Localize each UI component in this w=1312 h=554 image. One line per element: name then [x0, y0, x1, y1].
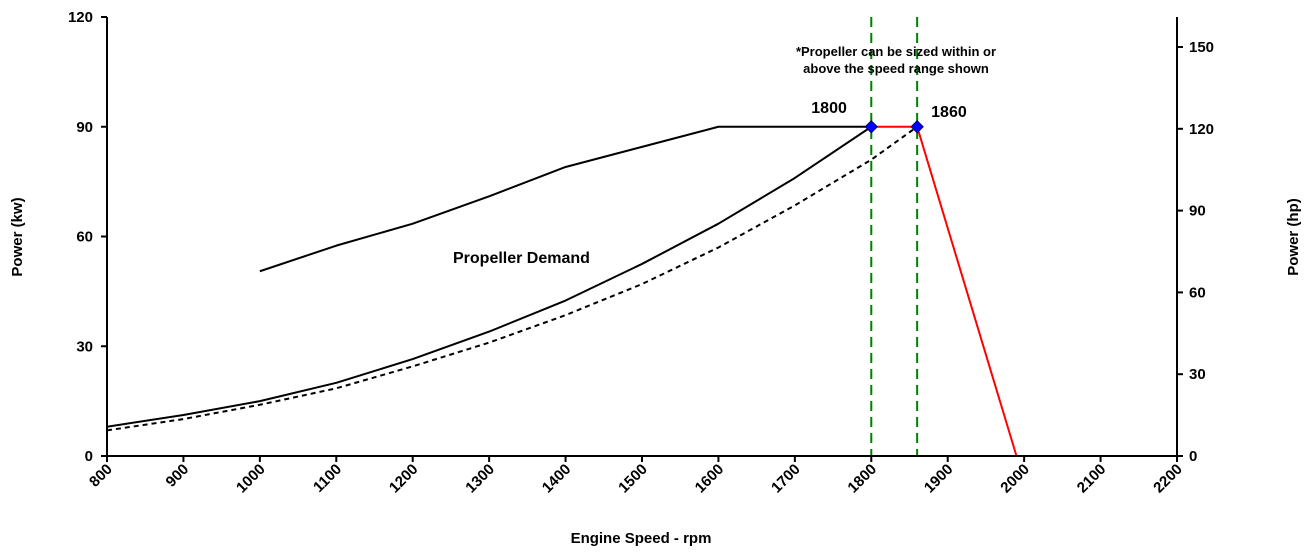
x-tick-label-1: 900 — [163, 461, 193, 491]
series-line-3 — [871, 125, 1018, 457]
y-left-tick-label-1: 30 — [76, 338, 93, 355]
x-tick-label-11: 1900 — [921, 461, 957, 497]
x-axis-title: Engine Speed - rpm — [571, 530, 712, 547]
series-line-0 — [259, 125, 872, 273]
series-line-2 — [106, 125, 918, 432]
axes-group: 800 900 1000 1100 1200 1300 1400 1500 1600 1700 18… — [68, 9, 1214, 496]
marker-label-1860: 1860 — [931, 104, 967, 121]
note-line-2: above the speed range shown — [803, 61, 989, 76]
x-tick-label-4: 1200 — [386, 461, 422, 497]
marker-1800 — [864, 120, 878, 134]
marker-label-1800: 1800 — [811, 100, 847, 117]
x-tick-label-14: 2200 — [1150, 461, 1186, 497]
y-right-tick-label-5: 150 — [1189, 39, 1214, 56]
x-tick-label-13: 2100 — [1074, 461, 1110, 497]
y-right-tick-label-4: 120 — [1189, 121, 1214, 138]
series-group — [106, 125, 1018, 457]
y-right-tick-label-2: 60 — [1189, 284, 1206, 301]
y-axis-right-title: Power (hp) — [1285, 198, 1302, 276]
note-line-1: *Propeller can be sized within or — [796, 44, 996, 59]
x-tick-label-5: 1300 — [462, 461, 498, 497]
propeller-demand-label: Propeller Demand — [453, 250, 590, 267]
x-tick-label-0: 800 — [86, 461, 116, 491]
y-right-tick-label-1: 30 — [1189, 366, 1206, 383]
y-left-tick-label-4: 120 — [68, 9, 93, 26]
y-left-tick-label-2: 60 — [76, 229, 93, 246]
markers-group: 1800 1860 — [811, 100, 967, 134]
speed-range-lines — [870, 17, 919, 456]
y-right-tick-label-0: 0 — [1189, 448, 1197, 465]
x-tick-label-3: 1100 — [310, 461, 345, 496]
x-tick-label-6: 1400 — [539, 461, 575, 497]
x-tick-label-10: 1800 — [844, 461, 880, 497]
x-tick-label-2: 1000 — [233, 461, 269, 497]
y-left-tick-label-0: 0 — [85, 448, 93, 465]
x-tick-label-12: 2000 — [997, 461, 1033, 497]
x-tick-label-9: 1700 — [768, 461, 804, 497]
x-tick-label-8: 1600 — [692, 461, 728, 497]
y-right-tick-label-3: 90 — [1189, 203, 1206, 220]
y-left-tick-label-3: 90 — [76, 119, 93, 136]
marker-1860 — [910, 120, 924, 134]
x-tick-label-7: 1500 — [615, 461, 651, 497]
y-axis-left-title: Power (kw) — [9, 197, 26, 276]
series-line-1 — [106, 125, 872, 428]
